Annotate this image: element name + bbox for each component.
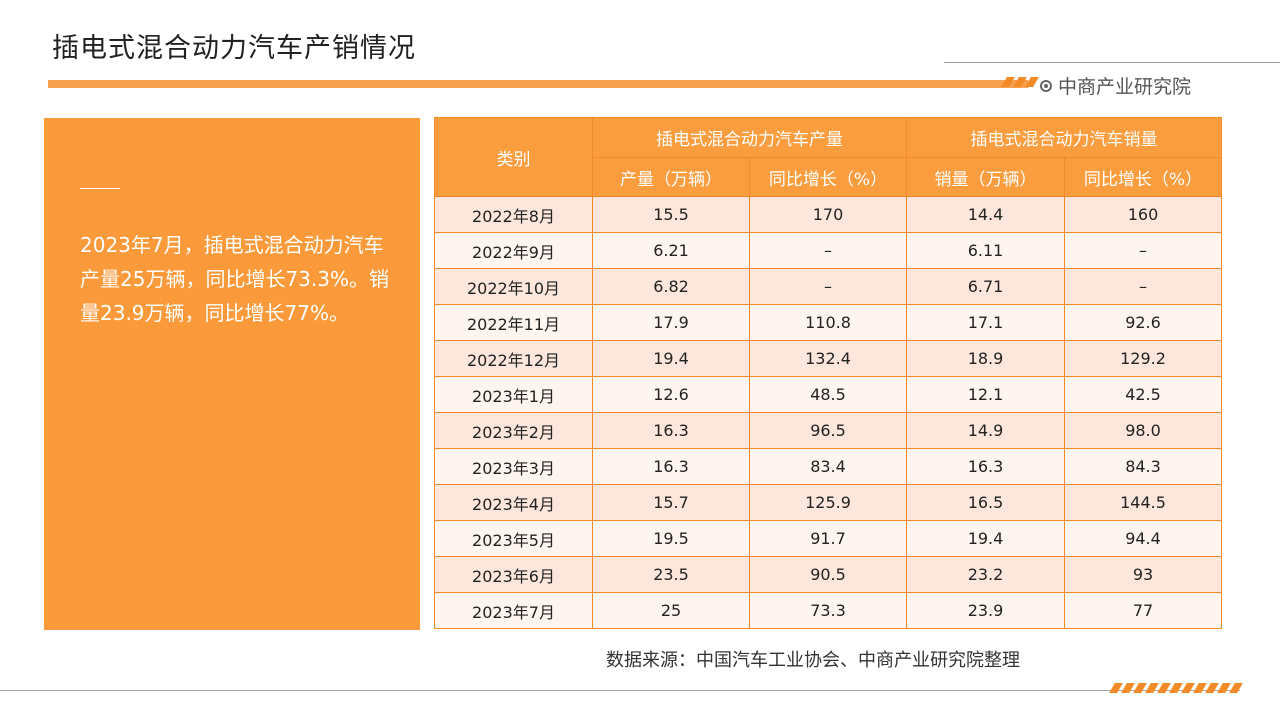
row-production-growth: –	[749, 232, 907, 269]
row-sales-volume: 18.9	[906, 340, 1065, 377]
row-sales-growth: –	[1064, 268, 1222, 305]
summary-panel: 2023年7月，插电式混合动力汽车产量25万辆，同比增长73.3%。销量23.9…	[44, 118, 420, 630]
row-sales-growth: 98.0	[1064, 412, 1222, 449]
row-sales-growth: 93	[1064, 556, 1222, 593]
row-sales-growth: 42.5	[1064, 376, 1222, 413]
table-row: 2023年1月 12.6 48.5 12.1 42.5	[434, 376, 1222, 413]
row-production-growth: 170	[749, 196, 907, 233]
row-production-volume: 23.5	[592, 556, 750, 593]
table-row: 2022年9月 6.21–6.11–	[434, 232, 1222, 269]
table-row: 2022年12月 19.4 132.4 18.9 129.2	[434, 340, 1222, 377]
row-sales-growth: 160	[1064, 196, 1222, 233]
row-sales-volume: 17.1	[906, 304, 1065, 341]
row-sales-volume: 14.4	[906, 196, 1065, 233]
row-period: 2023年1月	[434, 376, 593, 413]
row-sales-volume: 14.9	[906, 412, 1065, 449]
row-production-volume: 6.21	[592, 232, 750, 269]
title-underline	[48, 80, 1028, 88]
row-production-growth: 110.8	[749, 304, 907, 341]
row-production-growth: 83.4	[749, 448, 907, 485]
table-row: 2022年8月 15.5 170 14.4 160	[434, 196, 1222, 233]
footer-stripes-decoration	[1109, 683, 1243, 693]
row-sales-volume: 12.1	[906, 376, 1065, 413]
row-production-growth: 132.4	[749, 340, 907, 377]
row-production-volume: 15.7	[592, 484, 750, 521]
row-period: 2022年12月	[434, 340, 593, 377]
brand-name: 中商产业研究院	[1058, 76, 1192, 98]
row-period: 2023年4月	[434, 484, 593, 521]
row-period: 2022年11月	[434, 304, 593, 341]
row-sales-volume: 6.71	[906, 268, 1065, 305]
row-production-growth: 125.9	[749, 484, 907, 521]
header-sales-growth: 同比增长（%）	[1064, 157, 1222, 197]
row-production-growth: 91.7	[749, 520, 907, 557]
data-table: 类别 插电式混合动力汽车产量 插电式混合动力汽车销量 产量（万辆） 同比增长（%…	[434, 117, 1222, 629]
header-production-volume: 产量（万辆）	[592, 157, 750, 197]
row-production-volume: 17.9	[592, 304, 750, 341]
table-row: 2022年11月 17.9 110.8 17.1 92.6	[434, 304, 1222, 341]
row-production-volume: 19.5	[592, 520, 750, 557]
page-title: 插电式混合动力汽车产销情况	[52, 33, 416, 64]
row-period: 2022年8月	[434, 196, 593, 233]
summary-text: 2023年7月，插电式混合动力汽车产量25万辆，同比增长73.3%。销量23.9…	[80, 233, 389, 325]
row-sales-growth: –	[1064, 232, 1222, 269]
row-period: 2023年5月	[434, 520, 593, 557]
row-production-growth: 48.5	[749, 376, 907, 413]
row-sales-volume: 6.11	[906, 232, 1065, 269]
header-production-growth: 同比增长（%）	[749, 157, 907, 197]
table-row: 2022年10月 6.82–6.71–	[434, 268, 1222, 305]
row-period: 2022年10月	[434, 268, 593, 305]
row-sales-volume: 16.3	[906, 448, 1065, 485]
row-period: 2023年7月	[434, 592, 593, 629]
row-production-growth: –	[749, 268, 907, 305]
row-period: 2023年6月	[434, 556, 593, 593]
row-sales-volume: 23.2	[906, 556, 1065, 593]
header-category: 类别	[434, 117, 593, 197]
row-sales-growth: 144.5	[1064, 484, 1222, 521]
table-row: 2023年4月 15.7 125.9 16.5 144.5	[434, 484, 1222, 521]
row-production-volume: 12.6	[592, 376, 750, 413]
row-sales-growth: 84.3	[1064, 448, 1222, 485]
row-production-growth: 90.5	[749, 556, 907, 593]
footer-divider-line	[0, 690, 1240, 691]
data-source: 数据来源：中国汽车工业协会、中商产业研究院整理	[606, 650, 1020, 671]
row-sales-growth: 94.4	[1064, 520, 1222, 557]
row-production-volume: 19.4	[592, 340, 750, 377]
header-sales-volume: 销量（万辆）	[906, 157, 1065, 197]
table-row: 2023年2月 16.3 96.5 14.9 98.0	[434, 412, 1222, 449]
brand: 中商产业研究院	[1040, 72, 1191, 99]
table-row: 2023年6月 23.5 90.5 23.2 93	[434, 556, 1222, 593]
row-period: 2022年9月	[434, 232, 593, 269]
panel-dash-divider	[80, 188, 120, 189]
row-sales-growth: 129.2	[1064, 340, 1222, 377]
row-production-volume: 16.3	[592, 448, 750, 485]
row-sales-growth: 92.6	[1064, 304, 1222, 341]
row-production-growth: 96.5	[749, 412, 907, 449]
header-sales-group: 插电式混合动力汽车销量	[906, 117, 1222, 158]
row-production-growth: 73.3	[749, 592, 907, 629]
row-production-volume: 25	[592, 592, 750, 629]
header-stripes-decoration	[1001, 77, 1039, 87]
row-sales-volume: 19.4	[906, 520, 1065, 557]
row-sales-volume: 16.5	[906, 484, 1065, 521]
row-production-volume: 16.3	[592, 412, 750, 449]
row-production-volume: 15.5	[592, 196, 750, 233]
row-sales-volume: 23.9	[906, 592, 1065, 629]
row-sales-growth: 77	[1064, 592, 1222, 629]
row-production-volume: 6.82	[592, 268, 750, 305]
header-production-group: 插电式混合动力汽车产量	[592, 117, 907, 158]
row-period: 2023年2月	[434, 412, 593, 449]
table-row: 2023年7月 25 73.3 23.9 77	[434, 592, 1222, 629]
row-period: 2023年3月	[434, 448, 593, 485]
table-row: 2023年5月 19.5 91.7 19.4 94.4	[434, 520, 1222, 557]
brand-logo-icon	[1040, 79, 1052, 92]
title-divider-line	[944, 62, 1280, 63]
table-row: 2023年3月 16.3 83.4 16.3 84.3	[434, 448, 1222, 485]
